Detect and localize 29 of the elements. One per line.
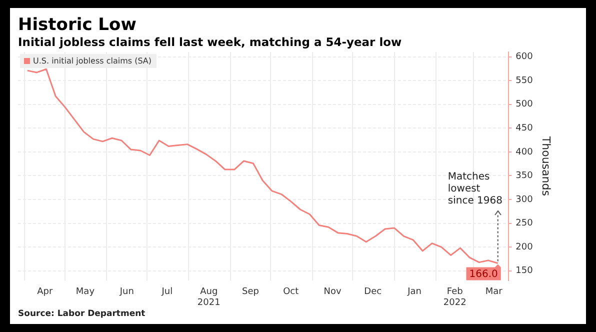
chart-title: Historic Low xyxy=(18,15,137,35)
y-tick-label: 450 xyxy=(516,123,534,134)
x-tick-label: Feb 2022 xyxy=(443,287,466,308)
x-tick-label: Nov xyxy=(324,287,342,298)
x-tick-label: Jun xyxy=(118,287,134,298)
legend-label: U.S. initial jobless claims (SA) xyxy=(33,56,152,66)
chart-subtitle: Initial jobless claims fell last week, matching a 54-year low xyxy=(18,35,402,49)
y-tick-label: 250 xyxy=(516,218,534,229)
x-tick-label: Jan xyxy=(406,287,422,298)
y-tick-label: 300 xyxy=(516,194,534,205)
y-tick-label: 200 xyxy=(516,242,534,252)
x-tick-label: Sep xyxy=(242,287,260,298)
x-tick-label: May xyxy=(76,287,96,298)
source-note: Source: Labor Department xyxy=(18,309,146,319)
y-tick-label: 150 xyxy=(516,266,534,276)
y-axis-title: Thousands xyxy=(540,135,553,196)
x-tick-label: Mar xyxy=(485,287,503,298)
data-label: 166.0 xyxy=(469,268,498,280)
y-tick-label: 350 xyxy=(516,171,534,182)
y-tick-label: 500 xyxy=(516,100,534,110)
x-tick-label: Aug 2021 xyxy=(197,287,220,308)
x-tick-label: Dec xyxy=(364,287,382,298)
y-tick-label: 600 xyxy=(516,52,534,62)
x-tick-label: Oct xyxy=(283,287,300,298)
x-tick-label: Apr xyxy=(37,287,53,298)
y-tick-label: 400 xyxy=(516,147,534,158)
x-tick-label: Jul xyxy=(160,287,173,298)
y-tick-label: 550 xyxy=(516,76,534,86)
annotation: Matches lowest since 1968 xyxy=(448,171,502,206)
